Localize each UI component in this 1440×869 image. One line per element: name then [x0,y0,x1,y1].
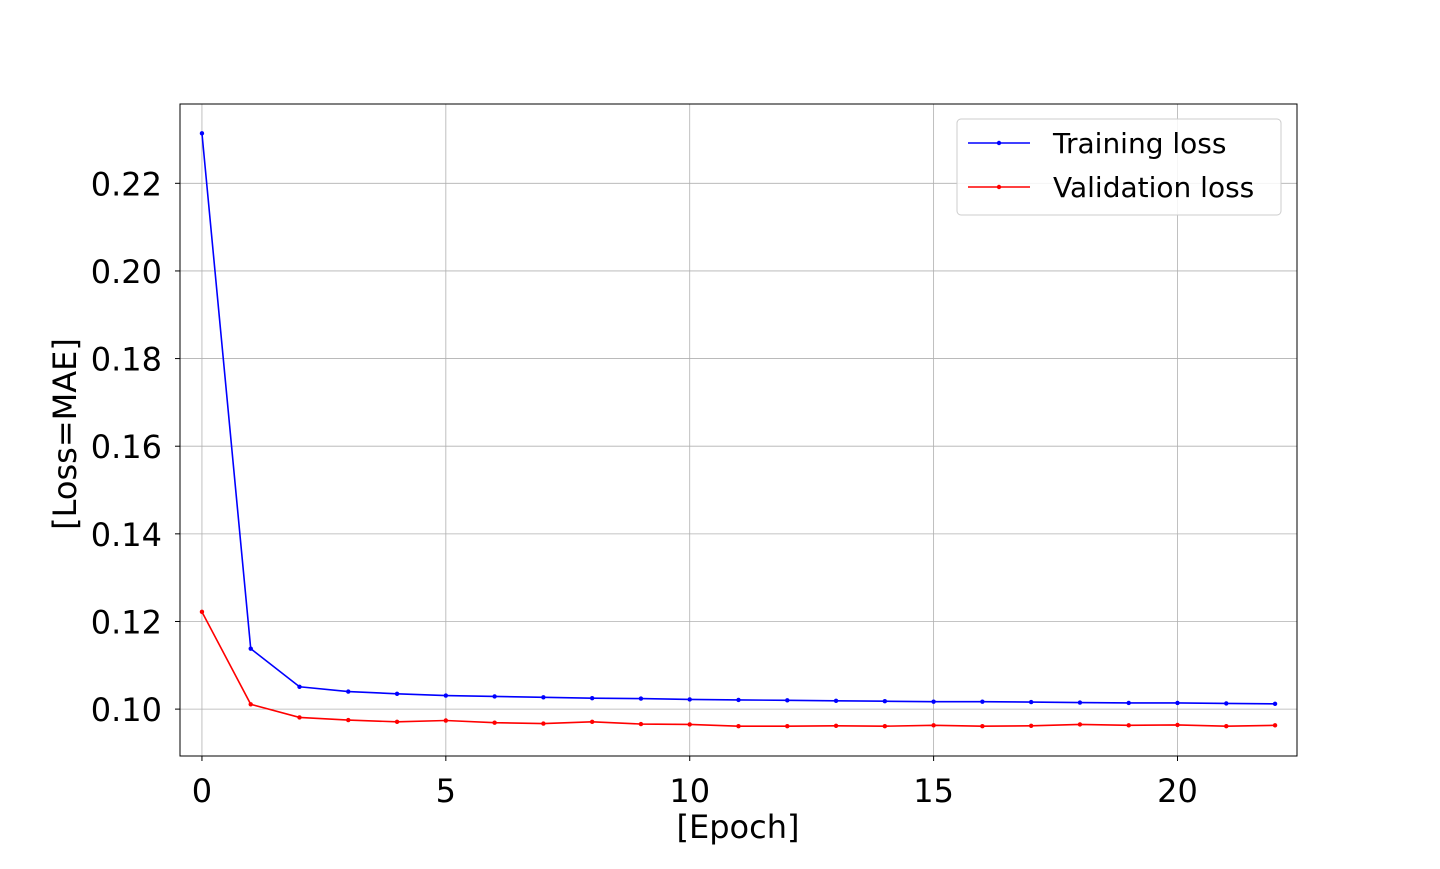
training-loss-point [638,696,644,701]
validation-loss-point [1126,723,1131,728]
validation-loss-point [1224,724,1229,729]
validation-loss-point [199,609,205,615]
y-tick-label: 0.22 [91,165,162,203]
y-tick-label: 0.16 [91,428,162,466]
legend: Training loss Validation loss [956,118,1282,216]
validation-loss-point [1028,723,1034,728]
validation-loss-point [687,722,692,727]
validation-loss-point [492,720,497,725]
series-layer [199,131,1278,729]
validation-loss-point [833,723,839,728]
validation-loss-point [589,719,595,725]
training-loss-point [833,698,839,703]
validation-loss-point [736,724,741,729]
validation-loss-point [541,721,546,726]
training-loss-point [1126,700,1131,706]
training-loss-point [1224,701,1229,706]
training-loss-point [736,697,741,703]
validation-loss-point [785,724,790,729]
training-loss-point [687,697,692,702]
legend-box [956,118,1282,216]
x-tick-label: 10 [669,772,710,810]
validation-loss-point [1175,722,1180,728]
x-tick-label: 0 [192,772,212,810]
training-loss-point [1077,700,1083,705]
validation-loss-point [1272,723,1278,728]
training-loss-point [589,695,595,701]
training-loss-point [980,699,985,704]
training-loss-line [201,133,1276,705]
validation-loss-point [297,715,302,720]
validation-loss-point [394,719,400,725]
training-loss-point [297,684,302,689]
x-tick-label: 20 [1157,772,1198,810]
y-axis-label: [Loss=MAE] [46,338,84,530]
validation-loss-point [1077,722,1083,727]
validation-loss-point [346,717,351,723]
training-loss-point [882,699,888,704]
training-loss-point [1028,699,1034,705]
training-loss-point [541,695,546,700]
validation-loss-point [931,723,936,728]
training-loss-point [492,694,497,699]
legend-training-marker [996,140,1002,146]
x-tick-label: 15 [913,772,954,810]
training-loss-point [1272,701,1278,707]
training-loss-point [199,131,205,136]
y-tick-label: 0.18 [91,341,162,379]
training-loss-point [394,691,400,696]
y-axis-ticks: 0.10 0.12 0.14 0.16 0.18 0.20 0.22 [91,165,180,729]
legend-training-label: Training loss [1052,127,1226,160]
y-tick-label: 0.14 [91,516,162,554]
training-loss-point [931,699,936,704]
training-loss-point [346,689,351,694]
validation-loss-point [882,724,888,729]
grid [180,104,1297,756]
y-tick-label: 0.12 [91,603,162,641]
x-tick-label: 5 [436,772,456,810]
validation-loss-point [248,702,253,707]
validation-loss-point [638,721,644,727]
legend-validation-marker [996,184,1002,190]
x-axis-label: [Epoch] [677,808,800,846]
x-axis-ticks: 0 5 10 15 20 [192,756,1198,810]
validation-loss-point [443,718,449,723]
plot-frame [179,103,1298,757]
legend-validation-label: Validation loss [1053,171,1254,204]
training-loss-point [443,693,449,698]
training-loss-point [1175,700,1180,706]
y-tick-label: 0.10 [91,691,162,729]
y-tick-label: 0.20 [91,253,162,291]
validation-loss-point [980,724,985,729]
training-loss-point [785,698,790,703]
training-loss-point [248,646,253,651]
